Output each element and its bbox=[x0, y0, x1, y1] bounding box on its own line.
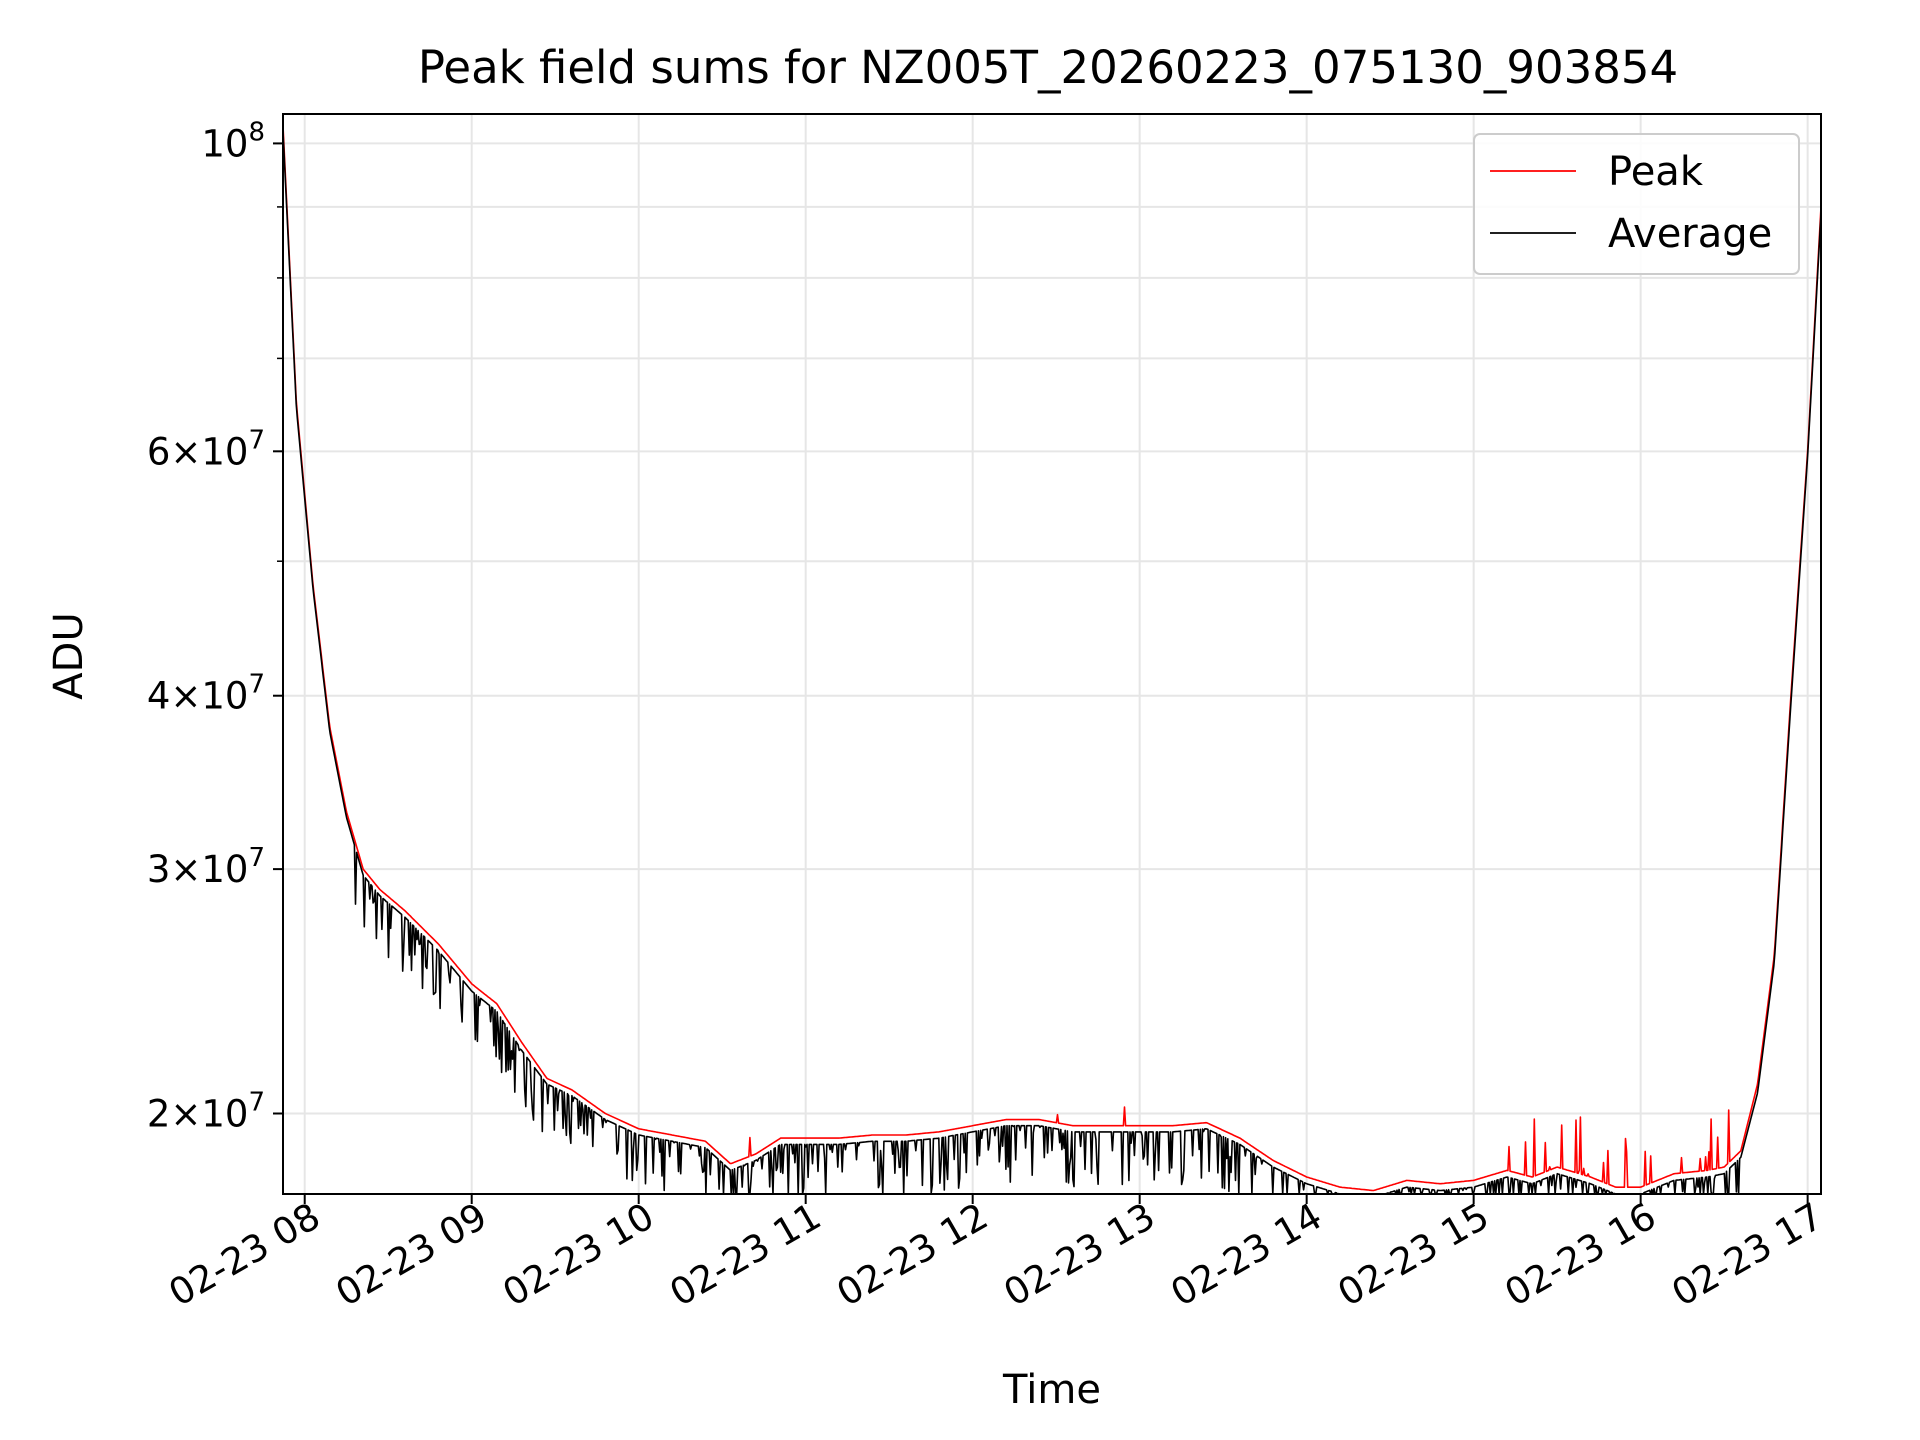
x-axis-label: Time bbox=[1002, 1367, 1101, 1413]
y-tick-label: 4×107 bbox=[147, 670, 265, 718]
legend: Peak Average bbox=[1473, 133, 1800, 275]
y-tick-label: 6×107 bbox=[147, 425, 265, 473]
y-axis-label: ADU bbox=[46, 612, 92, 699]
y-tick-label: 3×107 bbox=[147, 843, 265, 891]
legend-peak-label: Peak bbox=[1608, 149, 1704, 195]
chart-title: Peak field sums for NZ005T_20260223_0751… bbox=[418, 41, 1678, 94]
plot-frame bbox=[282, 113, 1822, 1195]
legend-box bbox=[1473, 133, 1800, 275]
y-tick-label: 108 bbox=[201, 117, 265, 165]
legend-average-label: Average bbox=[1608, 211, 1772, 257]
y-axis: 2×107 3×107 4×107 6×107 108 bbox=[147, 117, 283, 1136]
series-line-peak bbox=[282, 125, 1822, 1192]
series-layer bbox=[282, 125, 1822, 1195]
series-line-average bbox=[282, 131, 1822, 1195]
plot-area bbox=[283, 114, 1821, 1194]
y-tick-label: 2×107 bbox=[147, 1088, 265, 1136]
